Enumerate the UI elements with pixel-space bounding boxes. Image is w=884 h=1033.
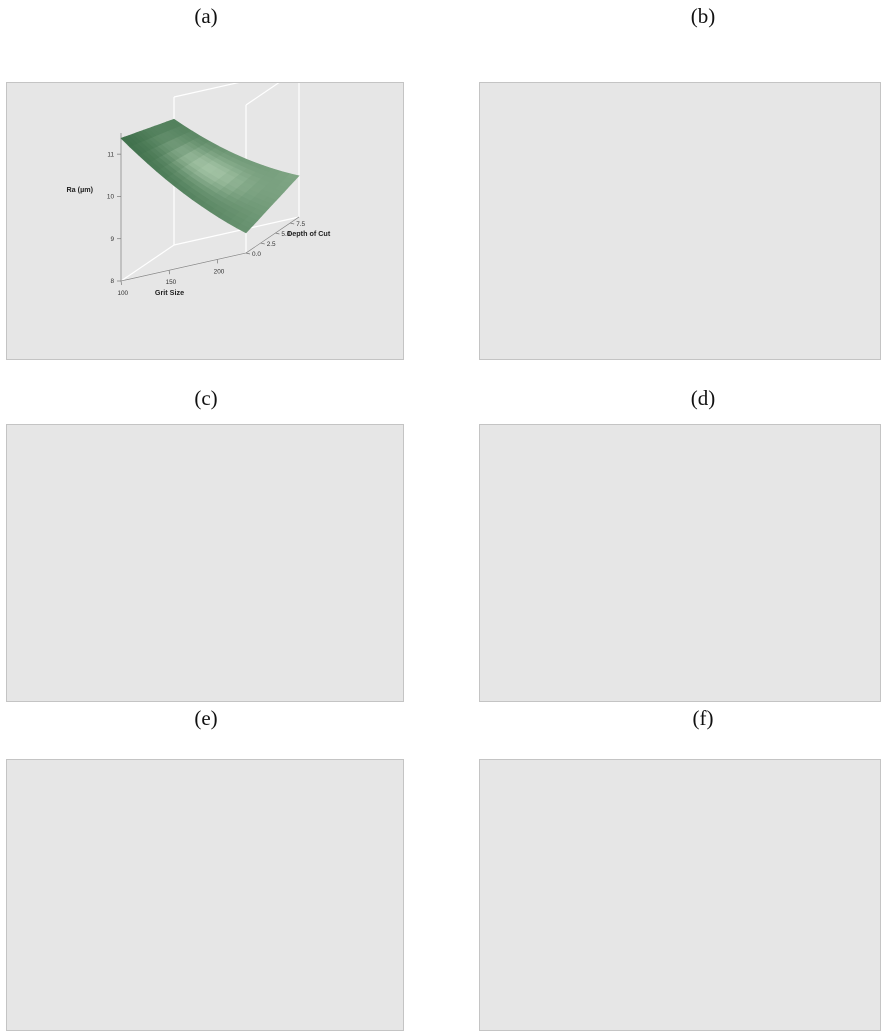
surface-svg-e: 0510150.02.55.07.50-150-300-450Feed Rate… [7, 760, 403, 1030]
y-tick-label: 0.0 [252, 251, 261, 258]
surface-mesh [120, 118, 300, 234]
surface-plot-d: 0.02.55.07.510152025-200-300-400Depth of… [479, 424, 881, 702]
plot-box-edge [173, 83, 240, 98]
x-tick-label: 100 [117, 290, 128, 297]
surface-svg-a: 100 150 200 0.0 2.5 5.0 7.5 11 10 9 8 Grit Size Dept… [66, 83, 331, 297]
surface-svg-c: 1001502001015202510.59.07.56.0Grit SizeC… [7, 425, 403, 701]
y-tick-mark [245, 252, 251, 255]
panel-a-caption: (a) [194, 4, 218, 28]
panel-f-caption: (f) [692, 706, 714, 730]
panel-e-caption: (e) [194, 706, 218, 730]
z-axis-title: Ra (µm) [66, 185, 93, 194]
x-tick-label: 150 [166, 279, 177, 286]
surface-facet [236, 223, 251, 234]
surface-plot-b: 1001502000510151211109Grit SizeFeed Rate… [479, 82, 881, 360]
panel-c-caption: (c) [194, 386, 218, 410]
plot-box-edge [245, 83, 280, 106]
surface-plot-c: 1001502001015202510.59.07.56.0Grit SizeC… [6, 424, 404, 702]
panel-b-caption: (b) [690, 4, 716, 28]
x-tick-label: 200 [214, 269, 225, 276]
surface-plot-f: 051015101520250-100-200-300Feed RateCutt… [479, 759, 881, 1031]
plot-box-edge [120, 244, 175, 282]
y-tick-label: 7.5 [296, 221, 305, 228]
x-tick-mark [120, 280, 122, 286]
y-tick-mark [260, 242, 265, 245]
panel-d-caption: (d) [690, 386, 716, 410]
surface-plot-a: 100 150 200 0.0 2.5 5.0 7.5 11 10 9 8 Grit Size Dept… [6, 82, 404, 360]
plot-box-edge [173, 216, 300, 246]
y-axis-title: Depth of Cut [287, 229, 331, 238]
z-tick-label: 11 [107, 151, 114, 158]
x-tick-mark [216, 259, 219, 264]
surface-svg-b: 1001502000510151211109Grit SizeFeed Rate… [480, 83, 880, 359]
z-tick-label: 10 [107, 194, 115, 201]
y-tick-mark [290, 222, 295, 225]
surface-svg-d: 0.02.55.07.510152025-200-300-400Depth of… [480, 425, 880, 701]
surface-svg-f: 051015101520250-100-200-300Feed RateCutt… [480, 760, 880, 1030]
x-tick-mark [168, 270, 171, 275]
z-tick-label: 8 [110, 278, 114, 285]
x-axis-title: Grit Size [155, 288, 184, 297]
y-tick-label: 2.5 [267, 241, 276, 248]
z-tick-label: 9 [110, 236, 114, 243]
surface-plot-e: 0510150.02.55.07.50-150-300-450Feed Rate… [6, 759, 404, 1031]
y-tick-label: 5.0 [281, 231, 290, 238]
axis-line [120, 252, 247, 282]
y-tick-mark [275, 232, 280, 235]
